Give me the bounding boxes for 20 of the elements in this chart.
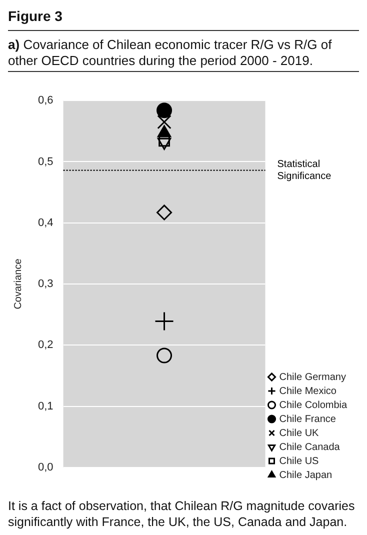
- y-tick-label: 0,5: [38, 156, 54, 168]
- y-tick-label: 0,4: [38, 216, 54, 229]
- text: It is a fact of observation, that Chilean R/G magnitude covaries significantly with France, the UK, the US, Canada and Japan.: [8, 498, 356, 530]
- y-tick-label: 0,1: [38, 400, 54, 412]
- legend-label: Chile France: [279, 414, 336, 425]
- legend-label: Chile Mexico: [279, 386, 337, 397]
- legend-label: Chile Colombia: [279, 400, 348, 411]
- y-tick-label: 0,3: [38, 278, 54, 290]
- y-tick-label: 0,0: [38, 461, 54, 474]
- legend-label: Chile Canada: [279, 442, 340, 453]
- legend-label: Chile Japan: [279, 470, 332, 481]
- legend-label: Chile UK: [279, 428, 320, 439]
- y-tick-label: 0,2: [38, 339, 54, 352]
- legend-label: Chile US: [279, 456, 320, 467]
- y-axis-title: Covariance: [12, 258, 24, 310]
- ref-line-label: Statistical Significance: [277, 159, 332, 182]
- legend-label: Chile Germany: [279, 372, 346, 383]
- chart-title: Figure 3: [8, 8, 359, 31]
- chart-subtitle: a) Covariance of Chilean economic tracer R/G vs R/G of other OECD countries during the period 2000 - 2019.: [8, 37, 332, 68]
- y-tick-label: 0,6: [38, 94, 54, 107]
